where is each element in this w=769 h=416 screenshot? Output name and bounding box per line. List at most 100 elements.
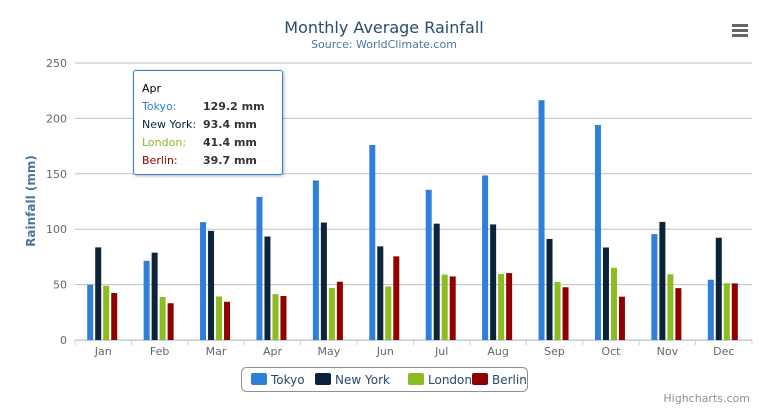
legend-item-berlin[interactable]: Berlin: [472, 373, 527, 387]
bar-new-york-dec[interactable]: [715, 237, 722, 340]
bar-new-york-oct[interactable]: [602, 247, 609, 340]
bar-london-may[interactable]: [328, 287, 335, 340]
tooltip: Apr Tokyo: 129.2 mm New York: 93.4 mm London…: [133, 70, 283, 175]
x-tick-label: Sep: [544, 345, 565, 358]
x-tick-label: Jul: [434, 345, 448, 358]
bar-berlin-apr[interactable]: [280, 296, 287, 340]
bar-berlin-dec[interactable]: [731, 283, 738, 340]
bar-london-sep[interactable]: [554, 281, 561, 340]
legend: Tokyo New York London Berlin: [241, 367, 528, 392]
tooltip-value: 93.4 mm: [203, 118, 257, 131]
x-tick-label: Nov: [657, 345, 679, 358]
bar-tokyo-may[interactable]: [312, 180, 319, 340]
bar-tokyo-oct[interactable]: [594, 124, 601, 341]
legend-label: London: [428, 373, 472, 387]
tooltip-value: 129.2 mm: [203, 100, 265, 113]
bar-new-york-sep[interactable]: [546, 238, 553, 340]
bar-new-york-nov[interactable]: [659, 221, 666, 340]
chart-title: Monthly Average Rainfall: [284, 18, 483, 37]
x-tick-label: Mar: [206, 345, 227, 358]
bar-london-apr[interactable]: [272, 294, 279, 340]
legend-box: [241, 367, 528, 392]
bar-new-york-apr[interactable]: [264, 236, 271, 340]
bar-london-feb[interactable]: [159, 297, 166, 340]
bar-london-jan[interactable]: [103, 285, 110, 340]
bar-tokyo-jan[interactable]: [87, 284, 94, 340]
x-tick-label: Jun: [376, 345, 394, 358]
bar-new-york-jan[interactable]: [95, 247, 102, 340]
bar-tokyo-jun[interactable]: [369, 144, 376, 340]
tooltip-header: Apr: [142, 82, 162, 95]
tooltip-row: Tokyo: 129.2 mm: [142, 98, 282, 116]
legend-item-new-york[interactable]: New York: [315, 373, 390, 387]
bar-new-york-feb[interactable]: [151, 252, 158, 340]
bar-london-jun[interactable]: [385, 286, 392, 340]
bar-berlin-jan[interactable]: [111, 293, 118, 340]
bar-berlin-jun[interactable]: [393, 256, 400, 340]
x-tick-label: Feb: [150, 345, 169, 358]
bar-london-oct[interactable]: [610, 267, 617, 340]
bar-berlin-aug[interactable]: [506, 273, 513, 340]
bar-berlin-sep[interactable]: [562, 287, 569, 340]
x-tick-label: May: [318, 345, 341, 358]
bar-london-mar[interactable]: [216, 296, 223, 340]
x-tick-label: Dec: [713, 345, 734, 358]
x-tick-label: Apr: [263, 345, 283, 358]
bar-new-york-may[interactable]: [320, 222, 327, 340]
bar-new-york-aug[interactable]: [490, 224, 497, 340]
y-tick-label: 100: [46, 223, 67, 236]
bar-tokyo-dec[interactable]: [707, 279, 714, 340]
legend-item-london[interactable]: London: [408, 373, 472, 387]
x-tick-label: Jan: [94, 345, 112, 358]
legend-symbol: [472, 373, 488, 385]
bar-berlin-jul[interactable]: [449, 276, 456, 340]
legend-label: New York: [335, 373, 390, 387]
credits-link[interactable]: Highcharts.com: [663, 392, 750, 405]
bar-tokyo-sep[interactable]: [538, 100, 545, 341]
tooltip-series-name: Tokyo:: [142, 100, 177, 113]
legend-symbol: [315, 373, 331, 385]
bar-london-jul[interactable]: [441, 274, 448, 340]
tooltip-series-name: New York:: [142, 118, 197, 131]
tooltip-value: 41.4 mm: [203, 136, 257, 149]
bar-tokyo-jul[interactable]: [425, 189, 432, 340]
bar-berlin-may[interactable]: [336, 281, 343, 340]
bar-berlin-nov[interactable]: [675, 288, 682, 340]
legend-item-tokyo[interactable]: Tokyo: [251, 373, 305, 387]
bar-london-dec[interactable]: [723, 283, 730, 340]
y-tick-label: 0: [60, 334, 67, 347]
bar-berlin-feb[interactable]: [167, 303, 174, 340]
bar-new-york-mar[interactable]: [208, 230, 215, 340]
bar-tokyo-nov[interactable]: [651, 234, 658, 340]
legend-label: Tokyo: [270, 373, 305, 387]
bar-new-york-jun[interactable]: [377, 246, 384, 340]
bar-tokyo-apr[interactable]: [256, 196, 263, 340]
tooltip-row: New York: 93.4 mm: [142, 116, 282, 134]
bar-berlin-oct[interactable]: [618, 296, 625, 340]
legend-label: Berlin: [492, 373, 527, 387]
y-tick-label: 50: [53, 279, 67, 292]
legend-symbol: [251, 373, 267, 385]
legend-symbol: [408, 373, 424, 385]
y-tick-label: 250: [46, 57, 67, 70]
bar-tokyo-aug[interactable]: [482, 175, 489, 340]
bar-tokyo-feb[interactable]: [143, 260, 150, 340]
bar-new-york-jul[interactable]: [433, 223, 440, 340]
tooltip-series-name: Berlin:: [142, 154, 178, 167]
tooltip-row: Berlin: 39.7 mm: [142, 152, 282, 170]
tooltip-value: 39.7 mm: [203, 154, 257, 167]
bar-berlin-mar[interactable]: [224, 301, 231, 340]
chart-subtitle: Source: WorldClimate.com: [311, 38, 457, 51]
bar-tokyo-mar[interactable]: [200, 222, 207, 340]
x-tick-label: Oct: [601, 345, 621, 358]
y-axis-title: Rainfall (mm): [24, 155, 38, 247]
tooltip-series-name: London:: [142, 136, 187, 149]
hamburger-menu-icon[interactable]: [730, 18, 750, 38]
bar-london-aug[interactable]: [498, 273, 505, 340]
bar-london-nov[interactable]: [667, 274, 674, 340]
y-tick-label: 150: [46, 168, 67, 181]
y-tick-label: 200: [46, 112, 67, 125]
tooltip-row: London: 41.4 mm: [142, 134, 282, 152]
